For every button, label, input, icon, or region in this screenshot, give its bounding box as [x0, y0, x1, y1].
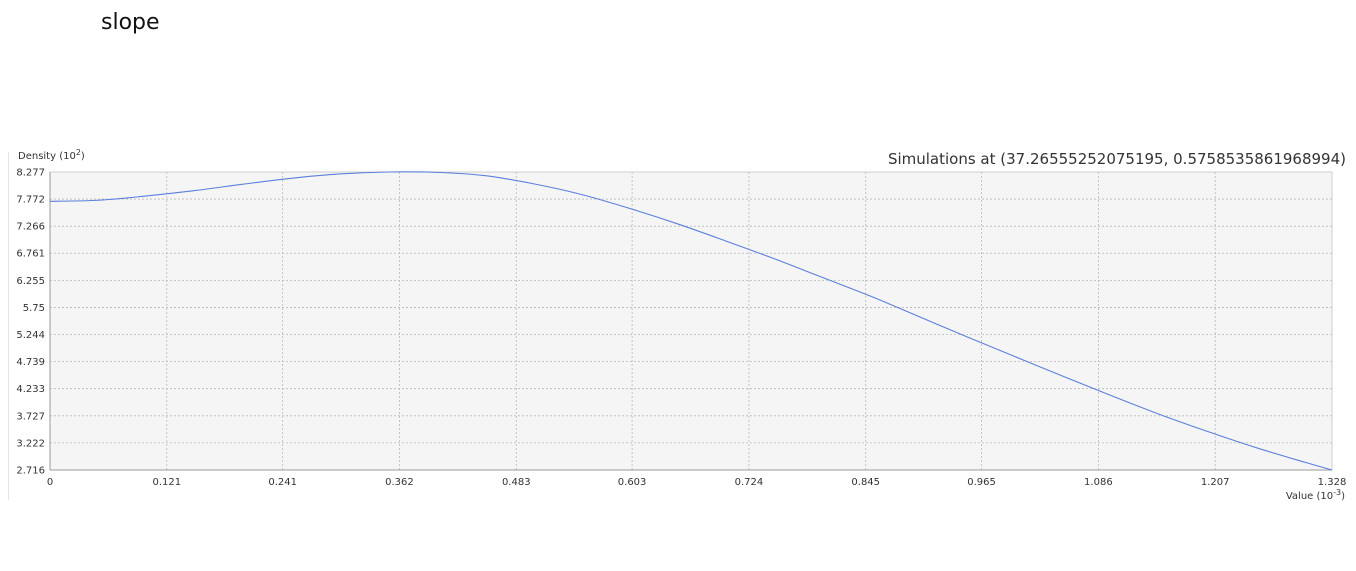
x-tick-label: 0.121: [152, 477, 181, 488]
y-tick-label: 5.75: [23, 303, 45, 314]
x-tick-label: 0.603: [618, 477, 647, 488]
x-tick-label: 1.328: [1318, 477, 1347, 488]
y-tick-label: 7.266: [16, 222, 45, 233]
density-line: [49, 171, 1333, 471]
y-tick-label: 6.761: [16, 249, 45, 260]
x-tick-label: 0.845: [851, 477, 880, 488]
chart-svg: 8.277 7.772 7.266 6.761 6.255 5.75 5.244 4.739 4…: [16, 148, 1347, 502]
x-tick-label: 0.724: [735, 477, 764, 488]
chart-title: Simulations at (37.26555252075195, 0.575…: [888, 150, 1346, 168]
y-tick-label: 3.727: [16, 411, 45, 422]
y-axis-label-close: ): [81, 151, 85, 162]
y-tick-label: 4.233: [16, 384, 45, 395]
x-axis-label: Value (10-3): [1286, 488, 1345, 502]
y-axis-label-text: Density (10: [18, 151, 76, 162]
x-tick-labels: 0 0.121 0.241 0.362 0.483 0.603 0.724 0.845 0.96…: [47, 477, 1347, 488]
y-tick-label: 2.716: [16, 466, 45, 477]
y-tick-label: 5.244: [16, 330, 45, 341]
x-axis-label-close: ): [1341, 491, 1345, 502]
y-tick-labels: 8.277 7.772 7.266 6.761 6.255 5.75 5.244 4.739 4…: [16, 168, 45, 477]
axes: [49, 171, 1333, 471]
x-tick-label: 0.965: [967, 477, 996, 488]
y-tick-label: 7.772: [16, 195, 45, 206]
density-chart: 8.277 7.772 7.266 6.761 6.255 5.75 5.244 4.739 4…: [8, 140, 1356, 502]
y-axis-label-exponent: 2: [76, 148, 81, 157]
x-tick-label: 1.207: [1201, 477, 1230, 488]
y-tick-label: 4.739: [16, 357, 45, 368]
page-heading: slope: [101, 10, 160, 35]
x-tick-label: 0: [47, 477, 53, 488]
y-axis-label: Density (102): [18, 148, 85, 162]
x-tick-label: 0.362: [385, 477, 414, 488]
x-axis-label-text: Value (10: [1286, 491, 1333, 502]
x-tick-label: 1.086: [1084, 477, 1113, 488]
y-tick-label: 6.255: [16, 276, 45, 287]
grid-lines: [50, 172, 1332, 470]
x-axis-label-exponent: -3: [1333, 488, 1341, 497]
plot-area: [50, 172, 1332, 470]
x-tick-label: 0.483: [502, 477, 531, 488]
y-tick-label: 8.277: [16, 168, 45, 179]
x-tick-label: 0.241: [268, 477, 297, 488]
y-tick-label: 3.222: [16, 438, 45, 449]
chart-left-border: [8, 152, 9, 500]
